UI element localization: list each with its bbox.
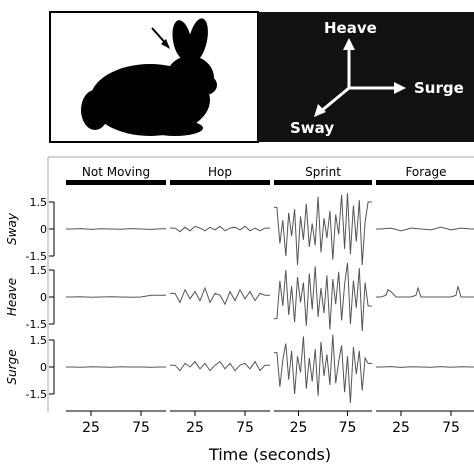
y-tick-label-heave: 1.5 [30,264,48,277]
y-tick-label-heave: 0 [40,291,47,304]
trace-sway-sprint [274,192,372,266]
behavior-bar-not-moving [66,180,166,185]
x-tick-label-sprint: 25 [290,420,308,436]
imu-chart: Not Moving Hop Sprint Forage Sway Heave Surge… [5,156,474,464]
behavior-label-sprint: Sprint [305,165,341,179]
behavior-bar-sprint [274,180,372,185]
trace-surge-hop [170,360,270,372]
row-label-surge: Surge [5,349,19,384]
x-tick-label-not-moving: 25 [82,420,100,436]
row-label-heave: Heave [5,278,19,316]
behavior-bar-forage [376,180,474,185]
x-tick-label-hop: 25 [186,420,204,436]
trace-sway-forage [376,226,474,232]
surge-axis-label: Surge [414,79,464,97]
y-tick-label-surge: 0 [40,361,47,374]
trace-surge-forage [376,366,474,368]
trace-sway-hop [170,225,270,233]
x-tick-label-forage: 25 [392,420,410,436]
axes-panel: Heave Surge Sway [258,12,474,142]
behavior-bar-hop [170,180,270,185]
rabbit-panel [49,11,259,143]
trace-heave-not-moving [66,294,166,298]
x-tick-label-hop: 75 [236,420,254,436]
trace-surge-sprint [274,334,372,404]
y-tick-label-sway: 0 [40,223,47,236]
trace-heave-sprint [274,262,372,332]
arrow-pointer-icon [151,27,170,49]
y-axes: 1.50-1.51.50-1.51.50-1.5 [26,196,55,401]
y-tick-label-surge: -1.5 [26,388,47,401]
y-tick-label-sway: 1.5 [30,196,48,209]
heave-axis-label: Heave [324,19,377,37]
behavior-header: Not Moving Hop Sprint Forage [66,165,474,185]
axes-panel-background [258,12,474,142]
trace-sway-not-moving [66,228,166,230]
x-axis-title: Time (seconds) [208,445,331,464]
y-tick-label-surge: 1.5 [30,334,48,347]
x-tick-label-sprint: 75 [339,420,357,436]
y-tick-label-sway: -1.5 [26,250,47,263]
traces [66,192,474,404]
x-tick-label-forage: 75 [442,420,460,436]
y-tick-label-heave: -1.5 [26,318,47,331]
row-label-sway: Sway [5,212,19,245]
sway-axis-label: Sway [290,119,334,137]
rabbit-silhouette-icon [81,18,217,136]
x-axes: 25 75 25 75 25 75 25 75 [66,410,474,436]
trace-heave-hop [170,286,270,306]
behavior-label-not-moving: Not Moving [82,165,150,179]
behavior-label-forage: Forage [405,165,446,179]
x-tick-label-not-moving: 75 [132,420,150,436]
axes-arrows-icon [314,38,406,117]
trace-heave-forage [376,286,474,298]
behavior-label-hop: Hop [208,165,232,179]
row-labels: Sway Heave Surge [5,212,19,384]
